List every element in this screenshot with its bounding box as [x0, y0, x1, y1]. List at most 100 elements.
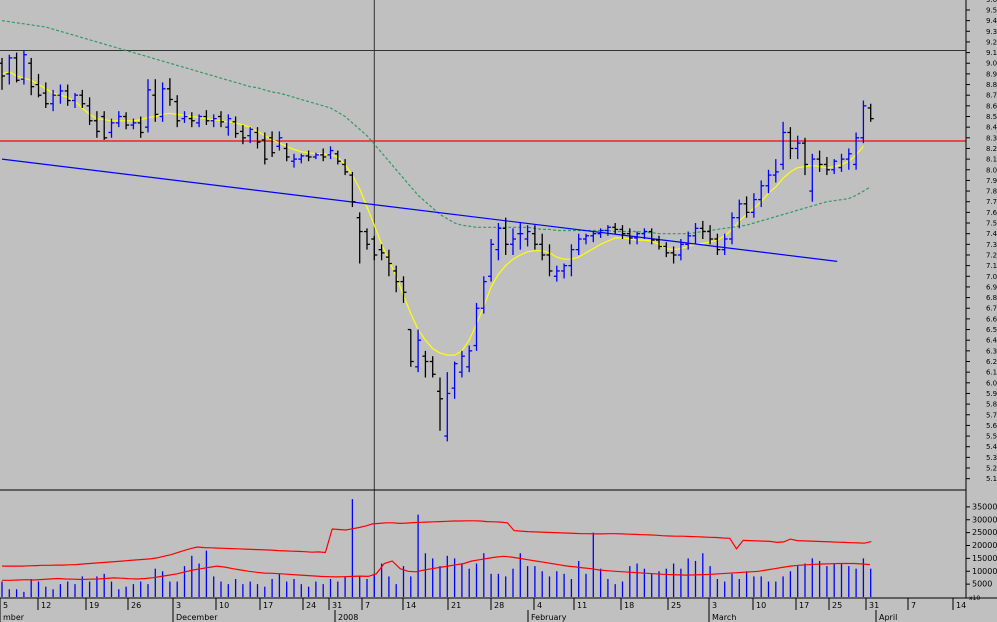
ohlc-bar [707, 225, 714, 245]
ohlc-bar [159, 82, 166, 122]
ohlc-bar [736, 199, 743, 229]
price-tick-label: 8.7 [986, 92, 997, 100]
ohlc-bar [342, 159, 349, 176]
ohlc-bar [823, 156, 830, 176]
ohlc-bar [86, 97, 93, 126]
ohlc-bar [583, 233, 589, 245]
ohlc-bar [291, 153, 297, 168]
ohlc-bar [765, 169, 772, 194]
ohlc-bar [196, 114, 203, 128]
ohlc-bar [407, 328, 414, 367]
ohlc-bar [553, 265, 560, 282]
price-tick-label: 5.4 [986, 443, 997, 451]
month-label: February [531, 613, 567, 622]
ohlc-bar [57, 84, 64, 104]
price-tick-label: 7.6 [986, 209, 997, 217]
ohlc-bar [378, 244, 385, 261]
ohlc-bar [79, 89, 86, 108]
blue-trendline [1, 158, 838, 262]
price-tick-label: 7.9 [986, 177, 997, 185]
price-tick-label: 8.3 [986, 134, 997, 142]
month-label: December [176, 613, 218, 622]
ohlc-bar [35, 73, 42, 98]
volume-tick-label: 25000 [972, 528, 997, 537]
ohlc-bar [845, 148, 852, 170]
price-tick-label: 5.1 [986, 475, 997, 483]
ohlc-bar [393, 265, 400, 293]
price-tick-label: 6.5 [986, 326, 997, 334]
price-tick-label: 8.2 [986, 145, 997, 153]
ohlc-bar [517, 223, 524, 250]
ohlc-bar [546, 244, 553, 277]
ohlc-bar [64, 84, 71, 106]
price-tick-label: 5.2 [986, 465, 997, 473]
price-tick-label: 6.3 [986, 347, 997, 355]
price-tick-label: 9.2 [986, 38, 997, 46]
date-tick-label: 31 [332, 601, 342, 610]
volume-tick-label: 10000 [972, 567, 997, 576]
ohlc-bar [458, 350, 465, 378]
date-tick-label: 10 [219, 601, 229, 610]
ohlc-bar [648, 228, 655, 245]
ohlc-bar [123, 112, 130, 130]
ohlc-bar [6, 54, 13, 85]
ohlc-bar [28, 57, 35, 96]
price-tick-label: 7.5 [986, 220, 997, 228]
ohlc-bar [867, 103, 874, 122]
ohlc-bar [188, 112, 195, 128]
price-tick-label: 6.1 [986, 369, 997, 377]
ohlc-bar [400, 276, 407, 303]
ohlc-bar [42, 82, 49, 108]
ohlc-bar [531, 225, 538, 250]
ohlc-bar [298, 153, 305, 164]
date-tick-label: 10 [756, 601, 766, 610]
ohlc-bar [787, 127, 794, 160]
ohlc-bar [604, 225, 611, 236]
ohlc-bar [181, 111, 188, 123]
ohlc-bar [0, 57, 5, 90]
x-axis-band [0, 599, 997, 622]
ohlc-bar [210, 114, 217, 128]
date-tick-label: 5 [3, 601, 8, 610]
price-tick-label: 9.4 [986, 17, 997, 25]
ohlc-bar [780, 121, 787, 170]
ohlc-bar [816, 150, 823, 172]
ohlc-bar [239, 125, 246, 145]
yellow-moving-average [1, 71, 864, 356]
ohlc-bar [634, 231, 641, 245]
volume-average-lower [2, 555, 871, 581]
ohlc-bar [174, 95, 181, 128]
date-tick-label: 26 [131, 601, 141, 610]
date-tick-label: 24 [306, 601, 316, 610]
volume-unit-label: x10 [969, 595, 980, 602]
ohlc-bar [853, 132, 860, 170]
ohlc-bar [612, 223, 619, 234]
ohlc-bar [101, 111, 108, 140]
ohlc-bar [743, 196, 750, 218]
month-label: mber [3, 613, 25, 622]
ohlc-bar [93, 111, 100, 138]
month-label: March [712, 613, 736, 622]
ohlc-bar [166, 78, 173, 106]
ohlc-bar [320, 148, 327, 162]
ohlc-bar [809, 153, 816, 202]
ohlc-bar [232, 116, 239, 138]
ohlc-bar [254, 127, 261, 149]
date-tick-label: 25 [671, 601, 681, 610]
ohlc-bar [429, 356, 436, 378]
ohlc-bar [371, 235, 378, 261]
ohlc-bar [714, 233, 721, 255]
volume-tick-label: 35000 [972, 502, 997, 511]
date-tick-label: 31 [869, 601, 879, 610]
ohlc-bar [466, 345, 473, 373]
date-tick-label: 25 [832, 601, 842, 610]
ohlc-bar [641, 228, 648, 239]
date-tick-label: 18 [624, 601, 634, 610]
date-tick-label: 14 [406, 601, 416, 610]
price-tick-label: 6.0 [986, 379, 997, 387]
month-label: April [879, 613, 897, 622]
ohlc-bar [561, 263, 568, 279]
date-tick-label: 12 [41, 601, 51, 610]
